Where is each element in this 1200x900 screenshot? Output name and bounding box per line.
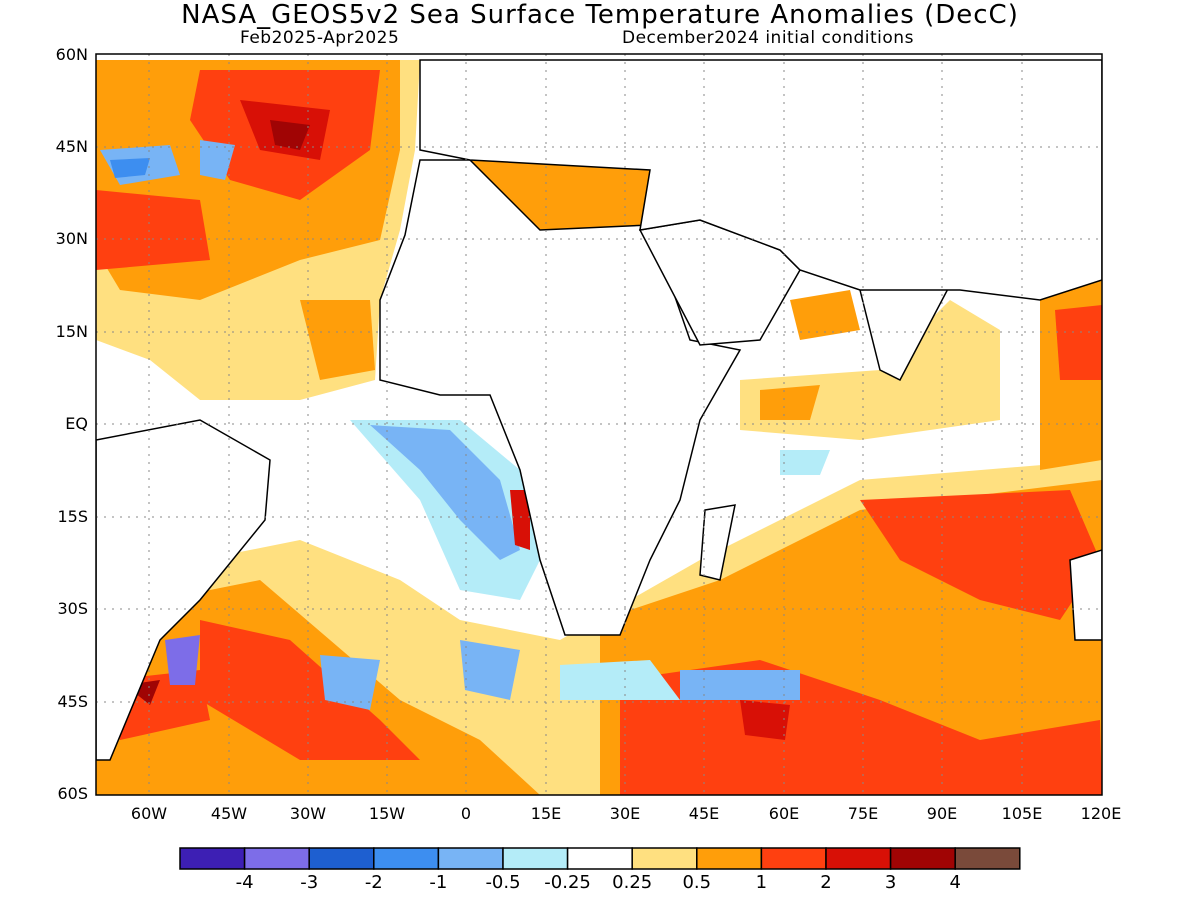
lat-label-15s: 15S	[57, 507, 88, 526]
lon-label-15e: 15E	[530, 804, 562, 823]
lon-label-75e: 75E	[847, 804, 879, 823]
lat-label-30n: 30N	[55, 229, 88, 248]
graticule	[96, 54, 1102, 795]
colorbar-tick-label: -3	[300, 872, 319, 893]
colorbar-tick-label: 0.25	[612, 872, 653, 893]
colorbar-swatch	[889, 847, 956, 870]
colorbar-swatch	[825, 847, 892, 870]
colorbar-tick-label: -2	[364, 872, 383, 893]
colorbar-swatch	[696, 847, 763, 870]
colorbar-swatch	[373, 847, 440, 870]
colorbar-tick-label: -0.25	[544, 872, 591, 893]
colorbar-tick-label: -0.5	[485, 872, 521, 893]
colorbar-tick-label: 4	[949, 872, 961, 893]
colorbar-tick-label: 3	[884, 872, 897, 893]
lon-label-105e: 105E	[1001, 804, 1043, 823]
lat-label-45s: 45S	[57, 692, 88, 711]
map-frame	[95, 53, 1103, 796]
lon-label-45e: 45E	[688, 804, 720, 823]
lon-label-60w: 60W	[130, 804, 168, 823]
colorbar	[179, 847, 1021, 870]
colorbar-tick-label: -4	[235, 872, 254, 893]
colorbar-swatch	[631, 847, 698, 870]
lon-label-120e: 120E	[1080, 804, 1122, 823]
lat-label-30s: 30S	[57, 599, 88, 618]
lon-label-30w: 30W	[289, 804, 327, 823]
forecast-period: Feb2025-Apr2025	[240, 28, 400, 48]
colorbar-swatch	[760, 847, 827, 870]
lat-label-45n: 45N	[55, 137, 88, 156]
colorbar-tick-label: -1	[429, 872, 448, 893]
colorbar-swatch	[308, 847, 375, 870]
lon-label-15w: 15W	[368, 804, 406, 823]
lon-label-90e: 90E	[926, 804, 958, 823]
lat-label-eq: EQ	[65, 414, 88, 433]
lon-label-0: 0	[460, 804, 472, 823]
lat-label-15n: 15N	[55, 322, 88, 341]
initial-conditions: December2024 initial conditions	[622, 28, 914, 48]
colorbar-tick-label: 2	[820, 872, 832, 893]
colorbar-swatch	[179, 847, 246, 870]
lon-label-45w: 45W	[210, 804, 248, 823]
lat-label-60n: 60N	[55, 45, 88, 64]
colorbar-swatch	[954, 847, 1021, 870]
anomaly-field	[96, 54, 1102, 795]
lon-label-60e: 60E	[768, 804, 800, 823]
map-title: NASA_GEOS5v2 Sea Surface Temperature Ano…	[181, 0, 1019, 30]
colorbar-swatch	[437, 847, 504, 870]
colorbar-tick-label: 0.5	[682, 872, 712, 893]
colorbar-tick-label: 1	[755, 872, 768, 893]
lat-label-60s: 60S	[57, 784, 88, 803]
colorbar-swatch	[566, 847, 633, 870]
lon-label-30e: 30E	[609, 804, 641, 823]
colorbar-swatch	[243, 847, 310, 870]
colorbar-swatch	[502, 847, 569, 870]
